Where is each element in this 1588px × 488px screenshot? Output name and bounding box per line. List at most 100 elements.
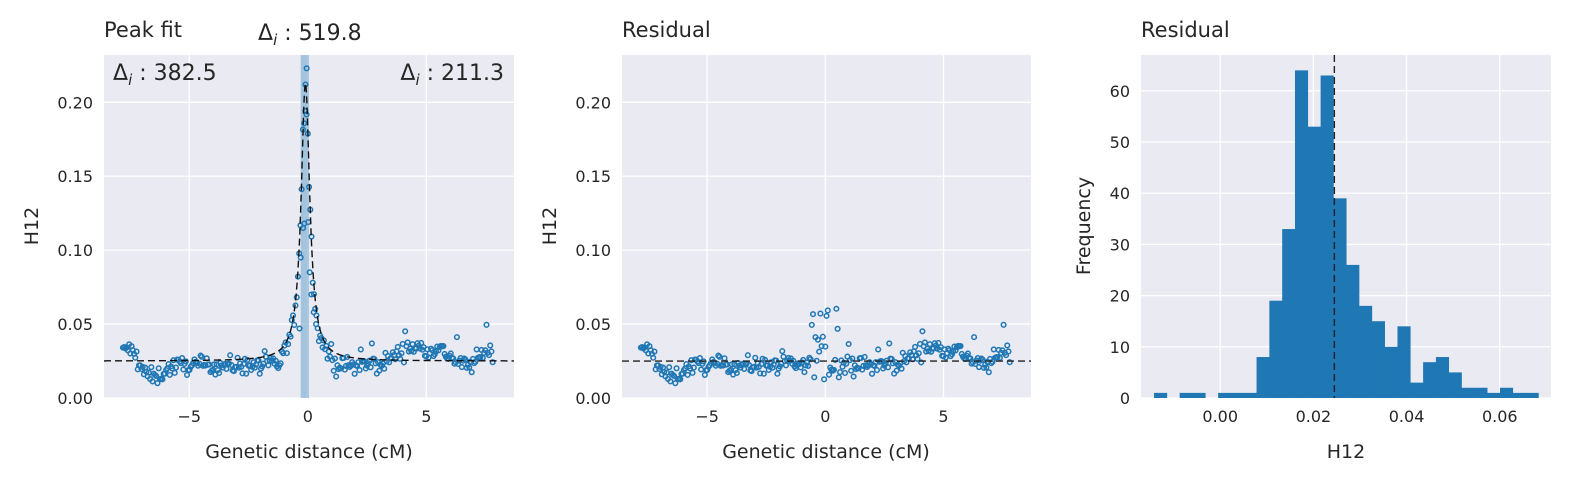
x-tick-label: 0.04 — [1389, 407, 1425, 426]
x-tick-label: 0 — [303, 407, 313, 426]
histogram-bar — [1384, 346, 1398, 398]
x-tick-label: 0.02 — [1296, 407, 1332, 426]
data-point — [835, 374, 842, 381]
data-point — [296, 325, 303, 332]
data-point — [833, 305, 840, 312]
data-point — [752, 354, 759, 361]
data-point — [677, 376, 684, 383]
histogram-bar — [1346, 264, 1360, 398]
histogram-bar — [1269, 300, 1283, 398]
data-point — [690, 364, 697, 371]
histogram-bar — [1192, 392, 1206, 398]
data-point — [155, 365, 162, 372]
data-point — [216, 369, 223, 377]
histogram-bar — [1282, 229, 1296, 398]
data-point — [848, 367, 855, 374]
data-point — [915, 350, 922, 357]
y-tick-label: 0.10 — [57, 241, 93, 260]
x-tick-label: 5 — [421, 407, 431, 426]
data-point — [368, 340, 375, 347]
data-point — [328, 340, 335, 348]
histogram-bar — [1294, 70, 1309, 398]
y-axis-label: H12 — [539, 207, 561, 245]
data-point — [244, 356, 251, 363]
data-point — [357, 346, 364, 353]
data-point — [1005, 348, 1012, 355]
data-point — [801, 369, 808, 376]
y-tick-label: 40 — [1110, 184, 1130, 203]
data-point — [313, 321, 320, 328]
data-point — [243, 370, 250, 377]
data-point — [397, 355, 404, 362]
y-axis-label: Frequency — [1073, 177, 1095, 275]
annotation-delta-left: Δi : 382.5 — [113, 61, 217, 89]
data-points — [637, 305, 1013, 387]
data-point — [671, 372, 678, 380]
chart-title: Peak fit — [104, 18, 182, 42]
data-point — [803, 359, 810, 366]
data-point — [805, 362, 812, 369]
data-point — [814, 336, 821, 343]
data-point — [240, 360, 247, 368]
tick-labels: −5 0 5 0.00 0.05 0.10 0.15 0.20 — [575, 93, 948, 426]
data-point — [980, 364, 987, 371]
data-point — [893, 367, 900, 374]
x-axis-label: Genetic distance (cM) — [722, 441, 930, 463]
fit-curve — [104, 82, 514, 362]
data-point — [704, 366, 711, 374]
data-point — [186, 366, 193, 374]
y-tick-label: 10 — [1110, 338, 1130, 357]
data-point — [650, 354, 657, 361]
x-tick-label: −5 — [695, 407, 719, 426]
data-point — [809, 311, 817, 318]
data-point — [277, 360, 284, 367]
data-point — [310, 291, 318, 298]
data-point — [912, 343, 919, 350]
data-point — [832, 356, 839, 363]
histogram-bar — [1333, 198, 1347, 398]
data-point — [272, 357, 279, 364]
data-point — [875, 346, 882, 353]
data-point — [462, 356, 469, 363]
data-point — [1000, 321, 1007, 328]
data-point — [651, 348, 658, 355]
data-point — [171, 369, 178, 376]
histogram-bar — [1474, 387, 1488, 398]
data-point — [971, 334, 978, 341]
data-point — [873, 367, 881, 374]
data-points — [119, 65, 496, 387]
histogram-bar — [1499, 387, 1514, 398]
data-point — [821, 376, 828, 383]
y-tick-label: 60 — [1110, 82, 1130, 101]
data-point — [779, 348, 786, 355]
x-tick-label: 0.00 — [1202, 407, 1238, 426]
data-point — [774, 370, 781, 377]
data-point — [830, 366, 837, 373]
histogram-bar — [1359, 305, 1373, 398]
data-point — [466, 364, 473, 371]
data-point — [153, 372, 160, 380]
y-tick-label: 0.00 — [575, 389, 611, 408]
data-point — [919, 328, 926, 335]
histogram-bar — [1525, 392, 1539, 398]
data-point — [861, 353, 868, 361]
data-point — [695, 360, 702, 367]
data-point — [666, 364, 673, 371]
data-point — [418, 339, 425, 347]
data-point — [845, 340, 852, 348]
chart-title: Residual — [622, 18, 711, 42]
data-point — [381, 365, 388, 372]
histogram-bar — [1448, 372, 1462, 398]
data-point — [320, 337, 327, 344]
data-point — [488, 348, 495, 355]
panel-peak-fit: −5 0 5 0.00 0.05 0.10 0.15 0.20 Peak fit Geneti… — [21, 18, 514, 463]
data-point — [251, 364, 258, 371]
data-point — [952, 347, 959, 354]
histogram-bar — [1423, 362, 1437, 398]
x-tick-label: 5 — [938, 407, 948, 426]
y-tick-label: 0.15 — [575, 167, 611, 186]
data-point — [823, 312, 830, 319]
data-point — [227, 352, 234, 359]
data-point — [732, 367, 739, 374]
histogram-bar — [1397, 326, 1411, 398]
